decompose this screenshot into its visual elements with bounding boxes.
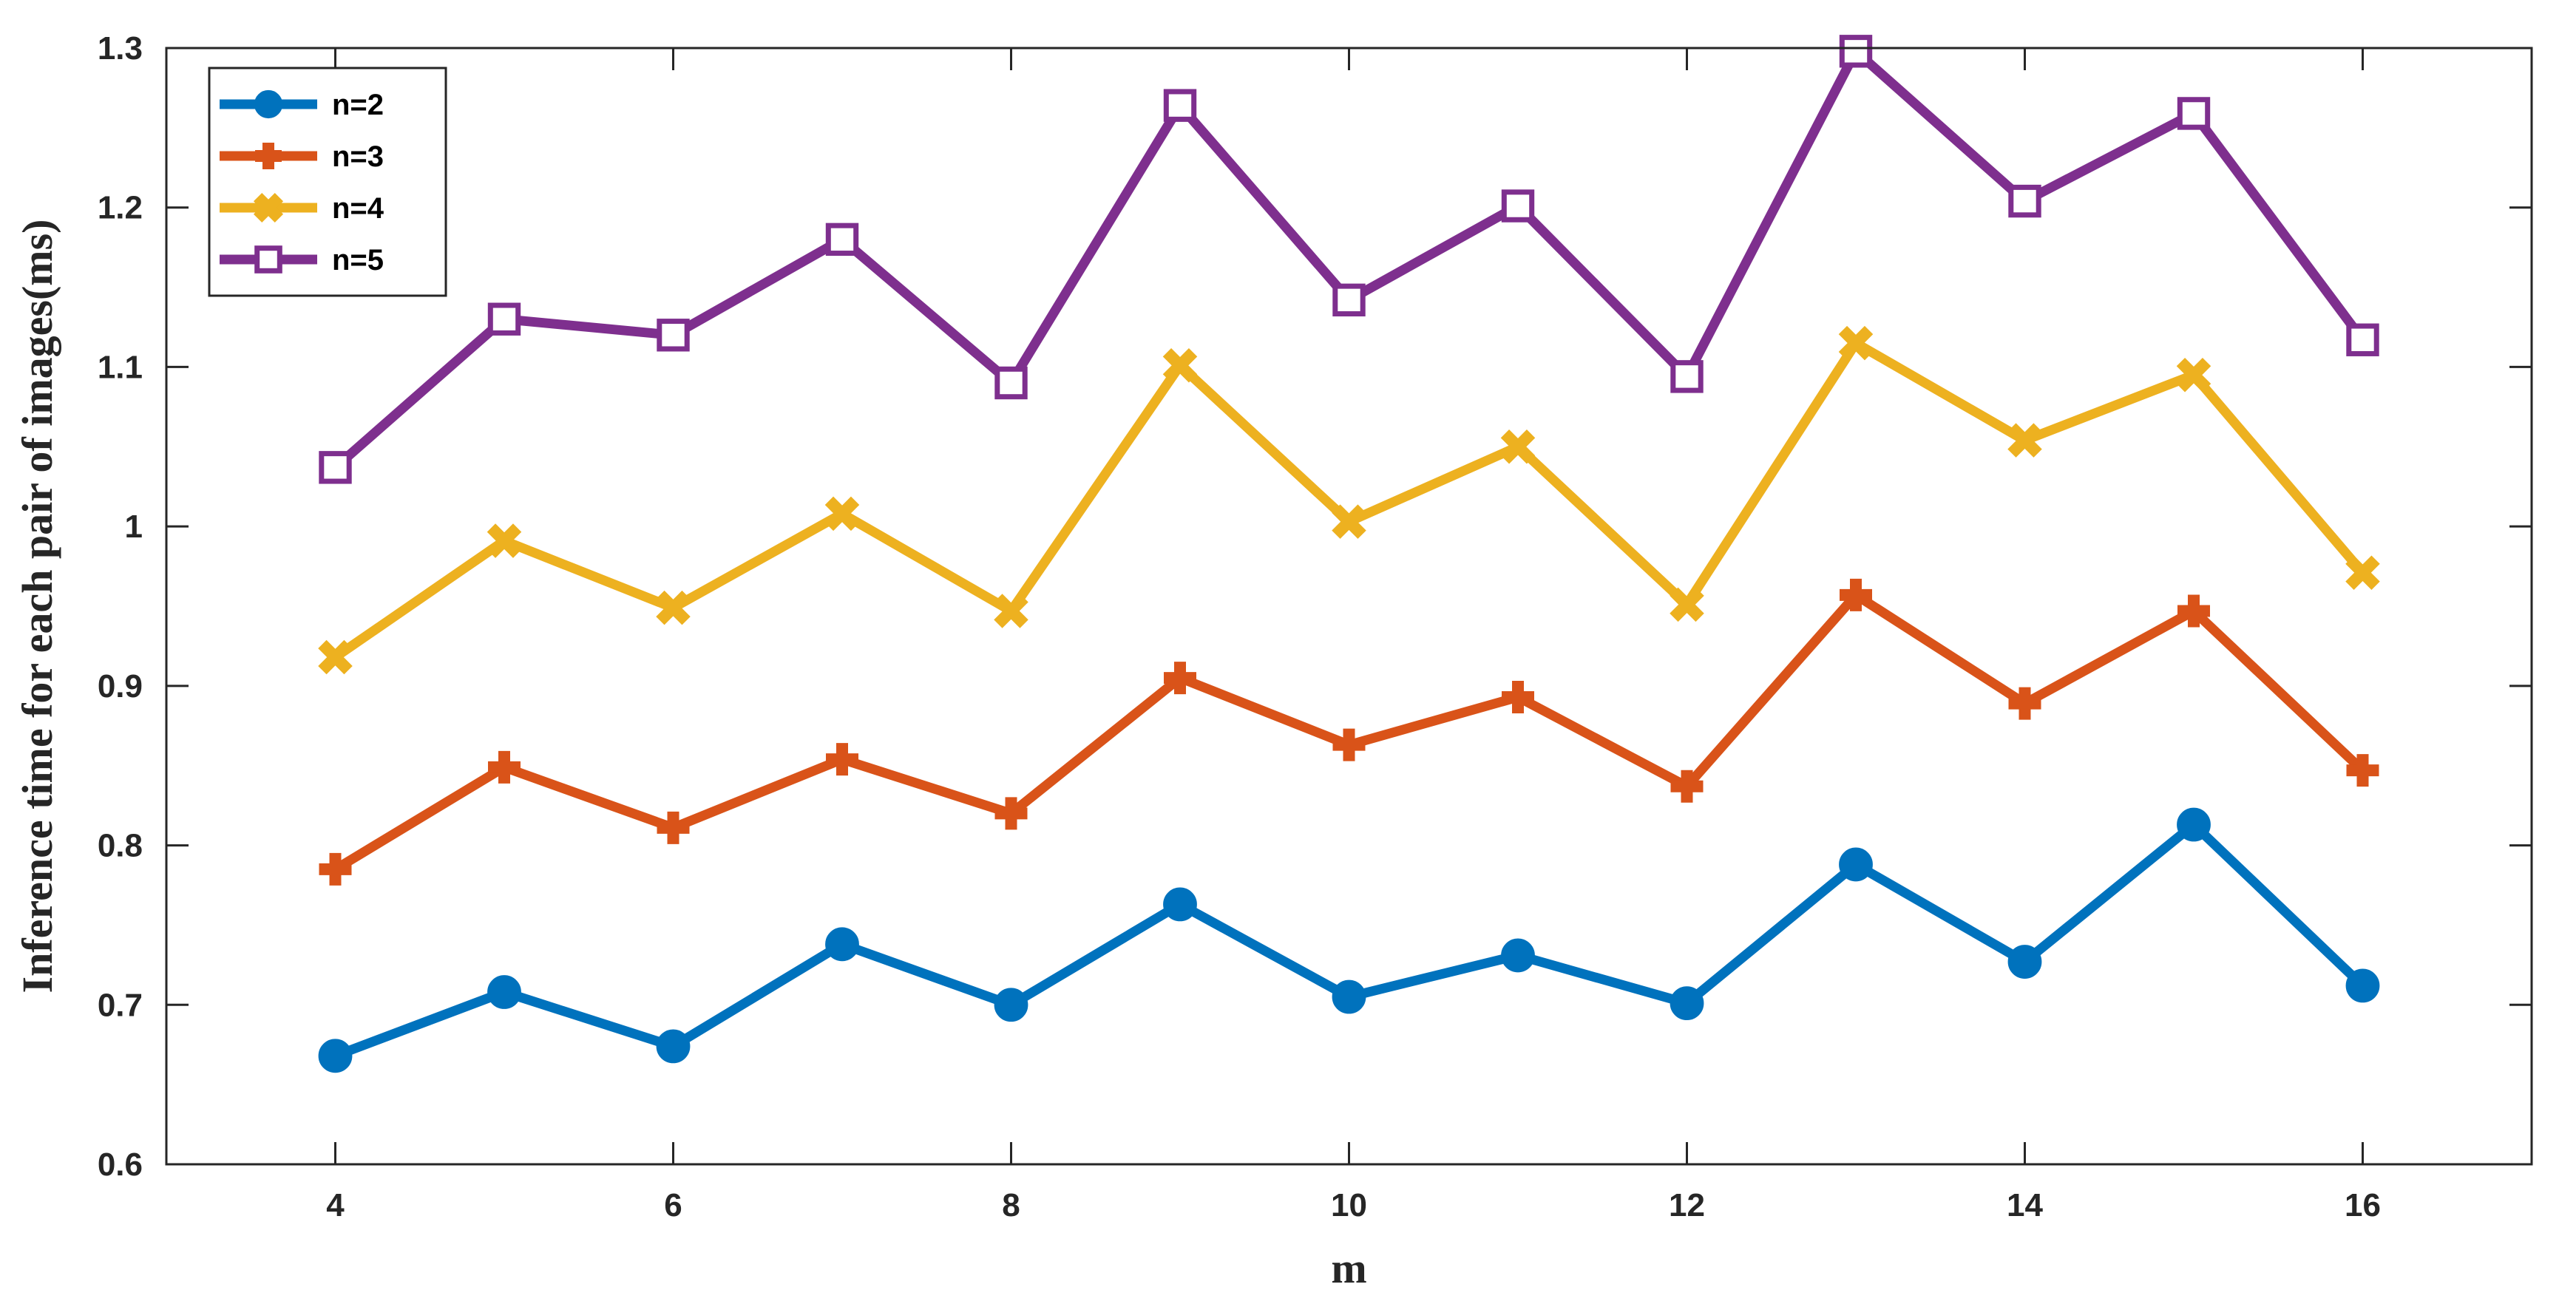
data-point bbox=[2007, 945, 2042, 979]
data-point bbox=[487, 302, 521, 336]
data-point bbox=[319, 451, 352, 484]
data-point bbox=[487, 975, 521, 1009]
y-tick-label: 0.9 bbox=[98, 668, 143, 704]
data-point bbox=[2345, 555, 2380, 590]
data-point bbox=[1670, 360, 1704, 393]
legend-entry: n=5 bbox=[220, 244, 384, 276]
x-tick-label: 4 bbox=[326, 1187, 345, 1223]
data-point bbox=[1164, 662, 1196, 695]
y-tick-label: 1.2 bbox=[98, 190, 143, 226]
data-point bbox=[657, 811, 690, 844]
data-point bbox=[2177, 594, 2210, 628]
data-point bbox=[2177, 807, 2211, 842]
y-tick-label: 0.7 bbox=[98, 987, 143, 1023]
data-point bbox=[826, 743, 858, 776]
series-2 bbox=[319, 578, 2379, 886]
data-point bbox=[1163, 887, 1197, 922]
data-point bbox=[825, 927, 859, 962]
x-tick-label: 6 bbox=[664, 1187, 682, 1223]
legend-marker bbox=[254, 89, 283, 119]
ticks: 4 6 8 10 12 14 16 0.6 0.7 0.8 0.9 1 1.1 1.2 1.3 bbox=[98, 30, 2532, 1223]
data-point bbox=[2008, 184, 2041, 218]
legend-label: n=5 bbox=[332, 244, 384, 276]
data-point bbox=[994, 366, 1028, 400]
series-3 bbox=[318, 325, 2380, 675]
data-point bbox=[2346, 754, 2379, 787]
data-point bbox=[1163, 89, 1197, 122]
data-point bbox=[1502, 680, 1534, 713]
data-point bbox=[1332, 283, 1366, 317]
data-point bbox=[318, 1039, 353, 1073]
data-point bbox=[319, 852, 352, 886]
data-point bbox=[2345, 968, 2380, 1003]
x-tick-label: 16 bbox=[2345, 1187, 2381, 1223]
legend-entry: n=2 bbox=[220, 89, 384, 121]
data-point bbox=[994, 797, 1028, 830]
legend-entry: n=3 bbox=[220, 140, 384, 173]
data-point bbox=[994, 594, 1028, 628]
data-point bbox=[2176, 357, 2211, 393]
data-point bbox=[1838, 325, 1874, 361]
data-point bbox=[1839, 35, 1873, 68]
x-axis-label: m bbox=[1331, 1244, 1366, 1292]
data-point bbox=[487, 523, 522, 558]
series-4 bbox=[319, 35, 2379, 484]
data-point bbox=[1670, 770, 1704, 803]
x-tick-label: 12 bbox=[1669, 1187, 1705, 1223]
y-tick-label: 0.6 bbox=[98, 1147, 143, 1183]
y-tick-label: 1 bbox=[125, 509, 143, 545]
data-point bbox=[1839, 847, 1873, 882]
legend-label: n=4 bbox=[332, 192, 384, 225]
data-point bbox=[1332, 504, 1366, 539]
series-1 bbox=[318, 807, 2380, 1073]
data-point bbox=[824, 496, 860, 532]
x-tick-label: 14 bbox=[2007, 1187, 2043, 1223]
data-point bbox=[1840, 578, 1872, 611]
legend-marker bbox=[253, 192, 284, 223]
y-axis-label: Inference time for each pair of images(m… bbox=[13, 220, 61, 994]
data-point bbox=[1332, 728, 1366, 761]
data-point bbox=[825, 223, 859, 257]
data-point bbox=[488, 750, 521, 784]
data-point bbox=[656, 590, 691, 625]
legend-marker bbox=[255, 143, 282, 169]
y-tick-label: 1.1 bbox=[98, 349, 143, 385]
data-point bbox=[318, 639, 353, 675]
legend: n=2 n=3 n=4 n=5 bbox=[208, 67, 447, 297]
legend-label: n=3 bbox=[332, 140, 384, 173]
data-point bbox=[2346, 323, 2379, 356]
data-point bbox=[1501, 938, 1535, 973]
y-tick-label: 0.8 bbox=[98, 828, 143, 864]
y-tick-label: 1.3 bbox=[98, 30, 143, 67]
data-point bbox=[2007, 423, 2042, 458]
data-point bbox=[1501, 189, 1535, 223]
legend-label: n=2 bbox=[332, 89, 384, 121]
legend-entry: n=4 bbox=[220, 192, 384, 225]
x-tick-label: 10 bbox=[1331, 1187, 1367, 1223]
data-point bbox=[1162, 348, 1198, 383]
data-point bbox=[1332, 979, 1366, 1014]
data-point bbox=[994, 988, 1028, 1022]
data-point bbox=[1670, 986, 1704, 1021]
data-point bbox=[1670, 587, 1704, 622]
x-tick-label: 8 bbox=[1002, 1187, 1020, 1223]
data-point bbox=[1500, 429, 1536, 464]
plot-lines bbox=[318, 35, 2380, 1073]
data-point bbox=[2177, 97, 2211, 130]
data-point bbox=[656, 1029, 691, 1064]
data-point bbox=[2008, 687, 2041, 720]
legend-marker bbox=[254, 245, 282, 274]
data-point bbox=[657, 319, 690, 352]
